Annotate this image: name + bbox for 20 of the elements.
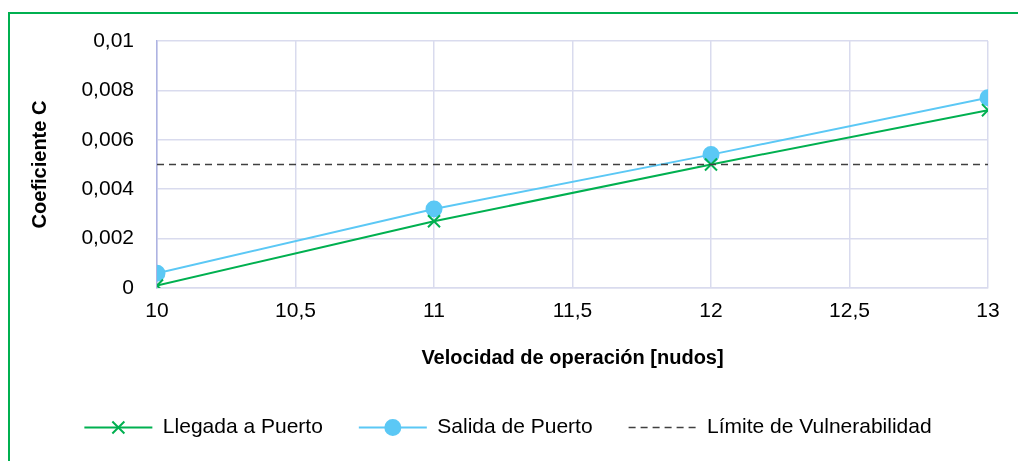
x-tick-label: 12 [699, 298, 723, 322]
y-tick-label: 0,01 [93, 27, 134, 51]
x-tick-label: 10,5 [275, 298, 316, 322]
y-tick-label: 0,006 [81, 126, 134, 150]
legend-label: Llegada a Puerto [162, 414, 323, 438]
legend-label: Salida de Puerto [437, 414, 593, 438]
legend-label: Límite de Vulnerabilidad [707, 414, 932, 438]
y-axis-title: Coeficiente C [27, 100, 50, 229]
x-axis-title: Velocidad de operación [nudos] [421, 345, 724, 368]
x-tick-label: 10 [145, 298, 169, 322]
y-tick-label: 0,008 [81, 77, 134, 101]
x-tick-label: 11,5 [552, 298, 593, 322]
y-tick-label: 0,004 [81, 176, 135, 199]
x-tick-label: 12,5 [829, 298, 870, 322]
x-tick-label: 11 [423, 298, 445, 322]
point [703, 157, 719, 172]
x-tick-label: 13 [976, 298, 1000, 322]
point [426, 214, 442, 229]
y-tick-label: 0 [122, 274, 134, 298]
y-tick-label: 0,002 [81, 225, 134, 249]
